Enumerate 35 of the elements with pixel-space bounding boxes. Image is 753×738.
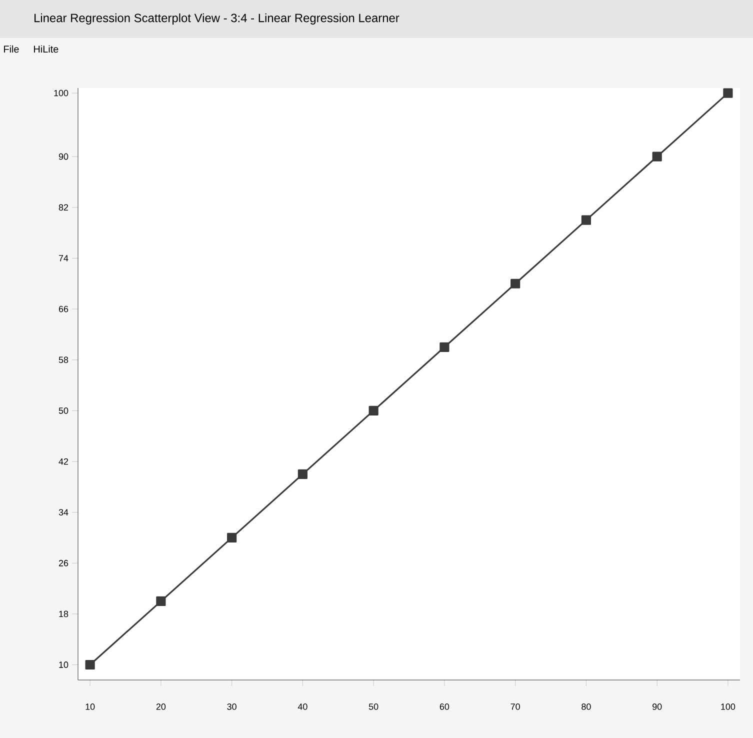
point xyxy=(581,215,592,225)
text: File xyxy=(4,45,19,53)
y-tick-label: 42 xyxy=(58,458,68,465)
point xyxy=(85,660,95,670)
point xyxy=(298,469,308,479)
y-tick-label: 26 xyxy=(58,560,68,566)
point xyxy=(368,406,378,416)
y-tick-label: 100 xyxy=(54,90,68,96)
text: HiLite xyxy=(34,45,58,53)
y-tick-label: 82 xyxy=(58,204,68,211)
y-tick-label: 10 xyxy=(59,662,68,668)
y-tick-label: 58 xyxy=(58,356,68,364)
y-tick-label: 18 xyxy=(59,610,68,618)
x-tick-label: 90 xyxy=(652,704,662,710)
x-tick-label: 50 xyxy=(368,704,378,710)
x-tick-label: 70 xyxy=(510,704,520,710)
y-tick-label: 50 xyxy=(58,407,68,414)
point xyxy=(510,278,520,288)
x-tick-label: 100 xyxy=(721,704,736,710)
x-tick-label: 80 xyxy=(582,704,591,710)
x-tick-label: 20 xyxy=(156,704,166,710)
point xyxy=(227,532,237,543)
y-tick-label: 34 xyxy=(58,509,68,516)
point xyxy=(156,596,166,606)
point xyxy=(652,152,662,162)
point xyxy=(440,342,450,352)
x-tick-label: 60 xyxy=(440,704,450,710)
x-tick-label: 40 xyxy=(298,704,308,710)
y-tick-label: 66 xyxy=(58,306,68,312)
y-tick-label: 74 xyxy=(58,255,68,262)
y-tick-label: 90 xyxy=(58,153,68,160)
point xyxy=(723,88,733,98)
chart-title: Linear Regression Scatterplot View - 3:4 - Linear Regression Learner xyxy=(34,13,400,25)
x-tick-label: 30 xyxy=(227,704,236,710)
x-tick-label: 10 xyxy=(86,704,95,710)
